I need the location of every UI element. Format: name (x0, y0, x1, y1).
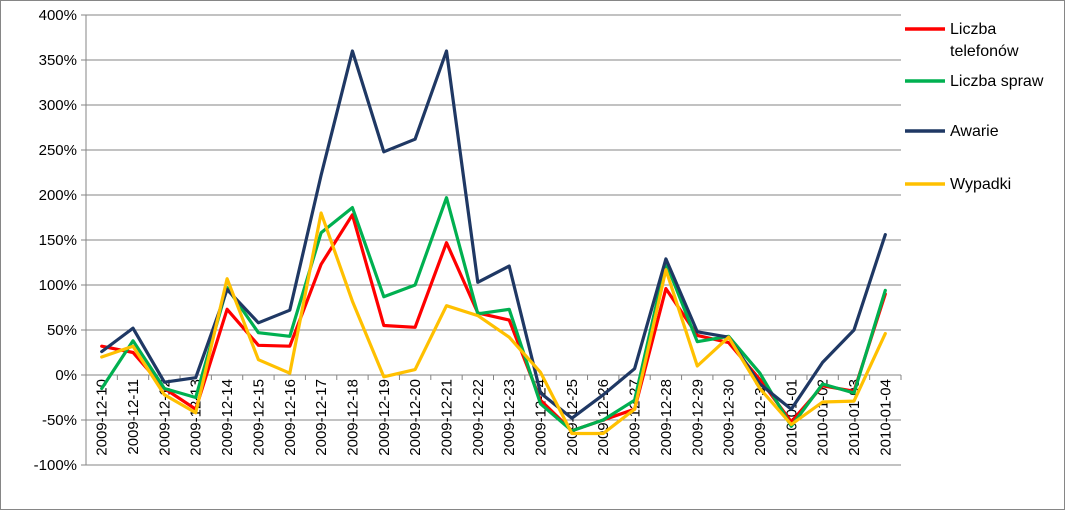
x-tick-label: 2009-12-28 (658, 379, 675, 456)
x-tick-label: 2009-12-21 (438, 379, 455, 456)
axes (81, 14, 902, 466)
y-tick-label: 300% (39, 97, 77, 114)
x-tick-label: 2009-12-20 (407, 379, 424, 456)
legend-label: Awarie (950, 123, 999, 140)
y-tick-label: 200% (39, 187, 77, 204)
x-tick-label: 2010-01-01 (783, 379, 800, 456)
x-tick-label: 2009-12-29 (689, 379, 706, 456)
y-tick-label: 150% (39, 232, 77, 249)
x-tick-label: 2009-12-18 (344, 379, 361, 456)
legend: Liczba telefonów Liczba spraw Awarie Wypadki (905, 21, 1044, 193)
x-tick-label: 2009-12-15 (250, 379, 267, 456)
y-tick-label: 250% (39, 142, 77, 159)
x-tick-label: 2010-01-03 (846, 379, 863, 456)
x-tick-label: 2009-12-30 (721, 379, 738, 456)
y-tick-label: 50% (47, 322, 77, 339)
x-tick-label: 2009-12-23 (501, 379, 518, 456)
legend-label: Liczba spraw (950, 73, 1044, 90)
y-tick-label: 100% (39, 277, 77, 294)
series-lines (100, 49, 887, 436)
y-tick-label: 400% (39, 7, 77, 24)
x-tick-labels: 2009-12-10 2009-12-11 2009-12-12 2009-12-13… (94, 379, 895, 456)
y-tick-labels: 400% 350% 300% 250% 200% 150% 100% 50% 0% -50% -10… (34, 7, 77, 474)
x-tick-label: 2009-12-19 (376, 379, 393, 456)
y-tick-label: -100% (34, 457, 77, 474)
x-tick-label: 2009-12-17 (313, 379, 330, 456)
series-line-3 (100, 211, 887, 436)
legend-label: Liczba telefonów (950, 21, 1019, 60)
x-tick-label: 2010-01-02 (815, 379, 832, 456)
y-tick-label: 350% (39, 52, 77, 69)
x-tick-label: 2009-12-16 (282, 379, 299, 456)
x-tick-label: 2009-12-31 (752, 379, 769, 456)
x-tick-label: 2009-12-22 (470, 379, 487, 456)
x-tick-label: 2009-12-11 (125, 379, 142, 455)
legend-label: Wypadki (950, 176, 1011, 193)
x-tick-label: 2009-12-14 (219, 379, 236, 456)
y-tick-label: 0% (55, 367, 77, 384)
y-tick-label: -50% (42, 412, 77, 429)
x-tick-label: 2009-12-10 (94, 379, 111, 456)
x-tick-label: 2010-01-04 (877, 379, 894, 456)
x-tick-label: 2009-12-27 (627, 379, 644, 456)
